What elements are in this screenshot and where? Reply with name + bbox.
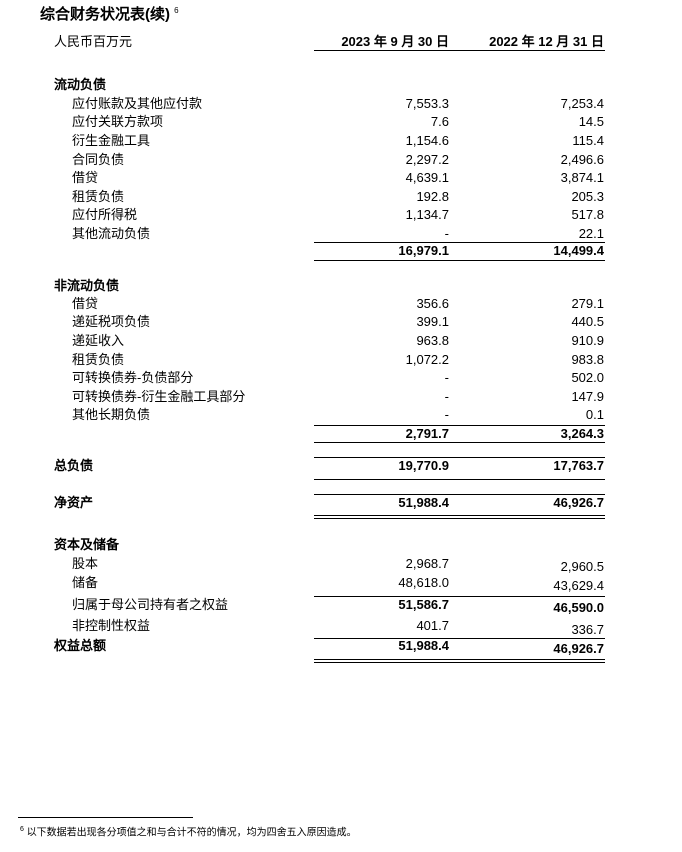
column-header-2022: 2022 年 12 月 31 日 xyxy=(489,34,604,49)
current-liability-row-label: 应付所得税 xyxy=(72,207,138,222)
current-liability-row-value-2022: 115.4 xyxy=(572,133,604,148)
non-current-liability-row-value-2022: 279.1 xyxy=(571,296,604,311)
non-current-liability-row-value-2023: - xyxy=(444,370,449,385)
page-title: 综合财务状况表(续) 6 xyxy=(40,3,179,23)
capital-row-label: 储备 xyxy=(72,575,99,590)
subtotal-rule-bottom xyxy=(314,442,605,443)
non-current-liability-row-label: 借贷 xyxy=(72,296,99,311)
current-liability-row-label: 应付账款及其他应付款 xyxy=(72,96,203,111)
total-liabilities-value-2022: 17,763.7 xyxy=(553,458,604,473)
current-liability-row-value-2022: 22.1 xyxy=(578,226,604,241)
current-liability-row-value-2023: - xyxy=(444,226,449,241)
capital-row-value-2023: 48,618.0 xyxy=(398,575,449,590)
non-current-liability-row-label: 其他长期负债 xyxy=(72,407,151,422)
total-equity-label: 权益总额 xyxy=(54,638,107,653)
capital-row-value-2022: 336.7 xyxy=(571,622,604,637)
net-assets-rule-top xyxy=(314,494,605,495)
current-liabilities-total-2023: 16,979.1 xyxy=(398,243,449,258)
unit-label: 人民币百万元 xyxy=(54,34,133,49)
footnote-ref: 6 xyxy=(174,6,179,15)
title-text: 综合财务状况表(续) xyxy=(40,6,170,23)
subtotal-rule-top xyxy=(314,425,605,426)
current-liability-row-value-2023: 2,297.2 xyxy=(405,152,449,167)
total-equity-rule-top xyxy=(314,638,605,639)
total-liabilities-rule-top xyxy=(314,457,605,458)
current-liability-row-value-2023: 1,134.7 xyxy=(405,207,449,222)
total-liabilities-value-2023: 19,770.9 xyxy=(398,458,449,473)
non-current-liability-row-label: 可转换债券-衍生金融工具部分 xyxy=(72,389,246,404)
current-liability-row-label: 借贷 xyxy=(72,170,99,185)
capital-row-label: 归属于母公司持有者之权益 xyxy=(72,597,229,612)
column-header-2023: 2023 年 9 月 30 日 xyxy=(341,34,449,49)
current-liabilities-total-2022: 14,499.4 xyxy=(553,243,604,258)
net-assets-value-2023: 51,988.4 xyxy=(398,495,449,510)
section-heading-non-current-liabilities: 非流动负债 xyxy=(54,278,120,293)
non-current-liability-row-value-2022: 502.0 xyxy=(571,370,604,385)
subtotal-rule-top xyxy=(314,242,605,243)
current-liability-row-label: 租赁负债 xyxy=(72,189,125,204)
section-heading-capital-reserves: 资本及储备 xyxy=(54,537,120,552)
non-current-liability-row-value-2022: 440.5 xyxy=(571,314,604,329)
current-liability-row-label: 其他流动负债 xyxy=(72,226,151,241)
non-current-liability-row-value-2022: 0.1 xyxy=(585,407,604,422)
current-liability-row-label: 衍生金融工具 xyxy=(72,133,151,148)
current-liability-row-value-2022: 205.3 xyxy=(571,189,604,204)
capital-row-label: 股本 xyxy=(72,556,99,571)
non-current-liability-row-label: 租赁负债 xyxy=(72,352,125,367)
current-liability-row-value-2023: 7,553.3 xyxy=(405,96,449,111)
non-current-liability-row-value-2023: - xyxy=(444,389,449,404)
non-current-liabilities-total-2023: 2,791.7 xyxy=(405,426,449,441)
current-liability-row-value-2022: 2,496.6 xyxy=(560,152,604,167)
total-equity-value-2023: 51,988.4 xyxy=(398,638,449,653)
non-current-liability-row-label: 递延税项负债 xyxy=(72,314,151,329)
current-liability-row-value-2023: 4,639.1 xyxy=(405,170,449,185)
capital-row-value-2022: 46,590.0 xyxy=(553,600,604,615)
current-liability-row-value-2022: 7,253.4 xyxy=(560,96,604,111)
footnote-marker: 6 xyxy=(20,826,24,833)
capital-row-value-2022: 2,960.5 xyxy=(560,559,604,574)
capital-row-value-2023: 401.7 xyxy=(416,618,449,633)
total-liabilities-label: 总负债 xyxy=(54,458,94,473)
total-equity-double-rule xyxy=(314,659,605,663)
current-liability-row-label: 应付关联方款项 xyxy=(72,114,164,129)
footnote: 6 以下数据若出现各分项值之和与合计不符的情况，均为四舍五入原因造成。 xyxy=(20,822,357,841)
subtotal-rule-bottom xyxy=(314,260,605,261)
equity-subtotal-rule xyxy=(314,596,605,597)
non-current-liabilities-total-2022: 3,264.3 xyxy=(560,426,604,441)
non-current-liability-row-value-2023: - xyxy=(444,407,449,422)
non-current-liability-row-value-2023: 963.8 xyxy=(416,333,449,348)
non-current-liability-row-value-2023: 399.1 xyxy=(416,314,449,329)
net-assets-label: 净资产 xyxy=(54,495,94,510)
non-current-liability-row-label: 可转换债券-负债部分 xyxy=(72,370,194,385)
current-liability-row-value-2022: 3,874.1 xyxy=(560,170,604,185)
current-liability-row-value-2022: 14.5 xyxy=(578,114,604,129)
current-liability-row-value-2023: 192.8 xyxy=(416,189,449,204)
total-equity-value-2022: 46,926.7 xyxy=(553,641,604,656)
net-assets-value-2022: 46,926.7 xyxy=(553,495,604,510)
current-liability-row-label: 合同负债 xyxy=(72,152,125,167)
non-current-liability-row-value-2022: 983.8 xyxy=(571,352,604,367)
current-liability-row-value-2022: 517.8 xyxy=(571,207,604,222)
capital-row-value-2023: 51,586.7 xyxy=(398,597,449,612)
footnote-text: 以下数据若出现各分项值之和与合计不符的情况，均为四舍五入原因造成。 xyxy=(26,827,357,839)
non-current-liability-row-label: 递延收入 xyxy=(72,333,125,348)
current-liability-row-value-2023: 7.6 xyxy=(430,114,449,129)
capital-row-value-2023: 2,968.7 xyxy=(405,556,449,571)
non-current-liability-row-value-2022: 147.9 xyxy=(571,389,604,404)
footnote-rule xyxy=(18,817,193,818)
current-liability-row-value-2023: 1,154.6 xyxy=(405,133,449,148)
capital-row-label: 非控制性权益 xyxy=(72,618,151,633)
net-assets-double-rule xyxy=(314,515,605,519)
section-heading-current-liabilities: 流动负债 xyxy=(54,77,107,92)
total-liabilities-rule-bottom xyxy=(314,479,605,480)
non-current-liability-row-value-2022: 910.9 xyxy=(571,333,604,348)
non-current-liability-row-value-2023: 356.6 xyxy=(416,296,449,311)
capital-row-value-2022: 43,629.4 xyxy=(553,578,604,593)
non-current-liability-row-value-2023: 1,072.2 xyxy=(405,352,449,367)
header-rule xyxy=(314,50,605,51)
